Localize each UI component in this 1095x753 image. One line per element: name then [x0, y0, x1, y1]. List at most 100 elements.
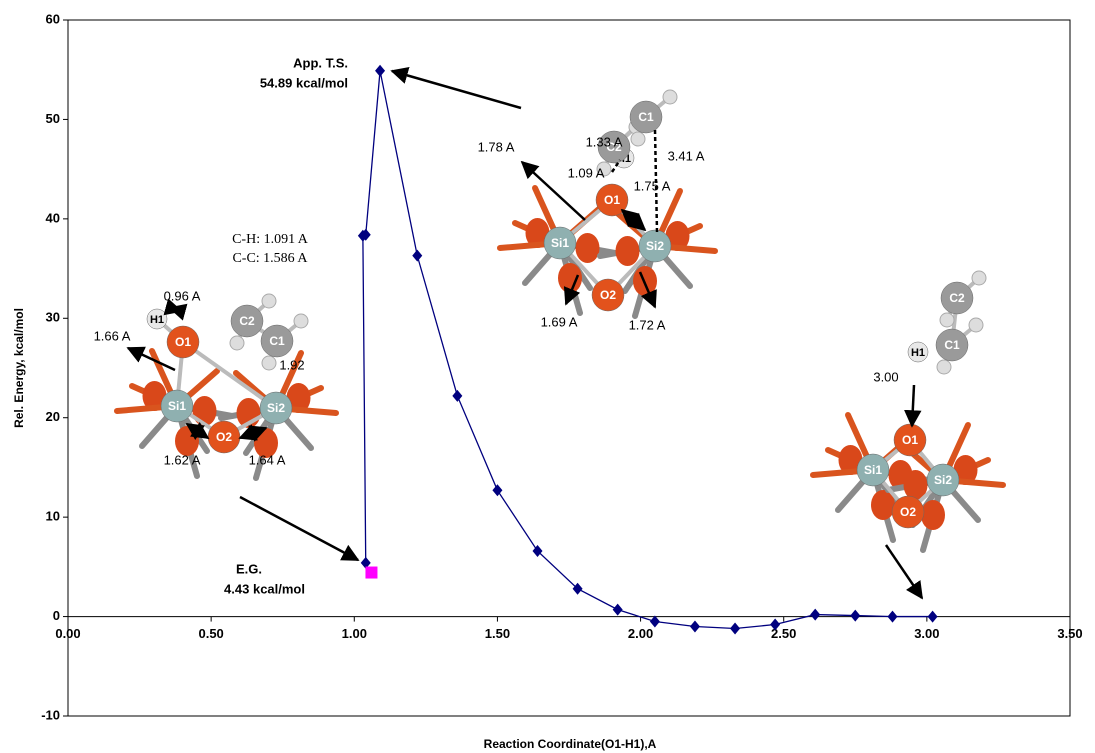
atom	[166, 325, 200, 359]
distance-label: 1.33 A	[586, 134, 623, 149]
marker	[492, 484, 503, 497]
note: C-H: 1.091 A	[232, 232, 309, 247]
distance-label: 1.09 A	[568, 165, 605, 180]
y-tick-label: 10	[46, 509, 60, 524]
marker	[360, 228, 371, 241]
atom-label: C1	[269, 334, 285, 348]
hydrogen-atom	[662, 89, 678, 105]
x-tick-label: 1.50	[485, 626, 510, 641]
x-tick-label: 2.00	[628, 626, 653, 641]
atom	[260, 324, 294, 358]
hydrogen-atom	[939, 312, 955, 328]
hydrogen-atom	[968, 317, 984, 333]
arrow	[638, 271, 657, 309]
hydrogen-atom	[261, 293, 277, 309]
marker	[360, 556, 371, 569]
marker	[452, 389, 463, 402]
hydrogen-atom	[229, 335, 245, 351]
y-tick-label: -10	[41, 707, 60, 722]
arrow	[884, 544, 924, 600]
atom-label: Si1	[864, 463, 882, 477]
atom	[595, 183, 629, 217]
arrow	[238, 424, 268, 442]
hydrogen-atom	[936, 359, 952, 375]
distance-label: 1.72 A	[629, 317, 666, 332]
marker	[532, 544, 543, 557]
distance-label: 1.75 A	[634, 178, 671, 193]
atom	[856, 453, 890, 487]
distance-label: 3.00	[873, 369, 898, 384]
arrow	[520, 160, 586, 221]
oxygen-atom	[525, 218, 550, 248]
atom-label: O1	[604, 193, 620, 207]
arrow	[904, 384, 922, 428]
arrow	[390, 66, 522, 110]
x-tick-label: 3.00	[914, 626, 939, 641]
hydrogen-atom	[293, 313, 309, 329]
hydrogen-atom	[630, 131, 646, 147]
x-tick-label: 0.50	[198, 626, 223, 641]
atom-label: O2	[600, 288, 616, 302]
atom-label: Si2	[646, 239, 664, 253]
y-tick-label: 20	[46, 409, 60, 424]
atom	[597, 130, 631, 164]
x-tick-label: 1.00	[342, 626, 367, 641]
marker	[887, 610, 898, 623]
marker	[412, 249, 423, 262]
distance-label: 1.69 A	[541, 314, 578, 329]
hydrogen-atom	[596, 161, 612, 177]
oxygen-atom	[615, 236, 640, 266]
atom	[629, 100, 663, 134]
note: C-C: 1.586 A	[232, 251, 308, 266]
arrow	[620, 208, 647, 232]
atom	[935, 328, 969, 362]
oxygen-atom	[665, 221, 690, 251]
oxygen-atom	[142, 381, 167, 411]
atom-label: C2	[949, 291, 965, 305]
atom	[907, 341, 929, 363]
marker	[649, 615, 660, 628]
annotation: 4.43 kcal/mol	[224, 581, 305, 596]
atom-label: O1	[902, 433, 918, 447]
y-tick-label: 60	[46, 11, 60, 26]
arrow	[163, 298, 188, 321]
x-tick-label: 0.00	[55, 626, 80, 641]
y-axis-title: Rel. Energy, kcal/mol	[12, 308, 26, 428]
oxygen-atom	[286, 383, 311, 413]
distance-label: 1.62 A	[164, 452, 201, 467]
oxygen-atom	[903, 470, 928, 500]
arrow	[185, 421, 210, 441]
atom-label: C1	[638, 110, 654, 124]
oxygen-atom	[871, 490, 895, 520]
hydrogen-atom	[971, 270, 987, 286]
atom-label: O1	[175, 335, 191, 349]
atom-label: O2	[216, 430, 232, 444]
atom	[926, 463, 960, 497]
atom-label: Si2	[934, 473, 952, 487]
x-tick-label: 3.50	[1057, 626, 1082, 641]
atom-label: H1	[911, 347, 925, 359]
marker	[612, 603, 623, 616]
atom-label: C2	[239, 314, 255, 328]
molecules: H1 O1 C2 C1 Si1 O2 Si2 0.96 A 1.66 A 1.92 1.62 A 1.…	[94, 89, 1006, 553]
atom-label: H1	[150, 314, 164, 326]
atom-label: C1	[944, 338, 960, 352]
hydrogen-atom	[261, 355, 277, 371]
oxygen-atom	[921, 500, 945, 530]
oxygen-atom	[953, 455, 978, 485]
arrow	[239, 495, 360, 562]
atom-label: O2	[900, 505, 916, 519]
marker	[927, 610, 938, 623]
y-tick-label: 50	[46, 111, 60, 126]
annotation: App. T.S.	[293, 55, 348, 70]
oxygen-atom	[575, 233, 600, 263]
marker	[365, 566, 378, 579]
marker	[730, 622, 741, 635]
atom	[891, 495, 925, 529]
annotation: E.G.	[236, 561, 262, 576]
atom-label: Si2	[267, 401, 285, 415]
atom-label: C2	[606, 140, 622, 154]
x-axis-title: Reaction Coordinate(O1-H1),A	[484, 737, 657, 751]
arrow	[610, 159, 622, 173]
distance-label: 1.78 A	[478, 139, 515, 154]
